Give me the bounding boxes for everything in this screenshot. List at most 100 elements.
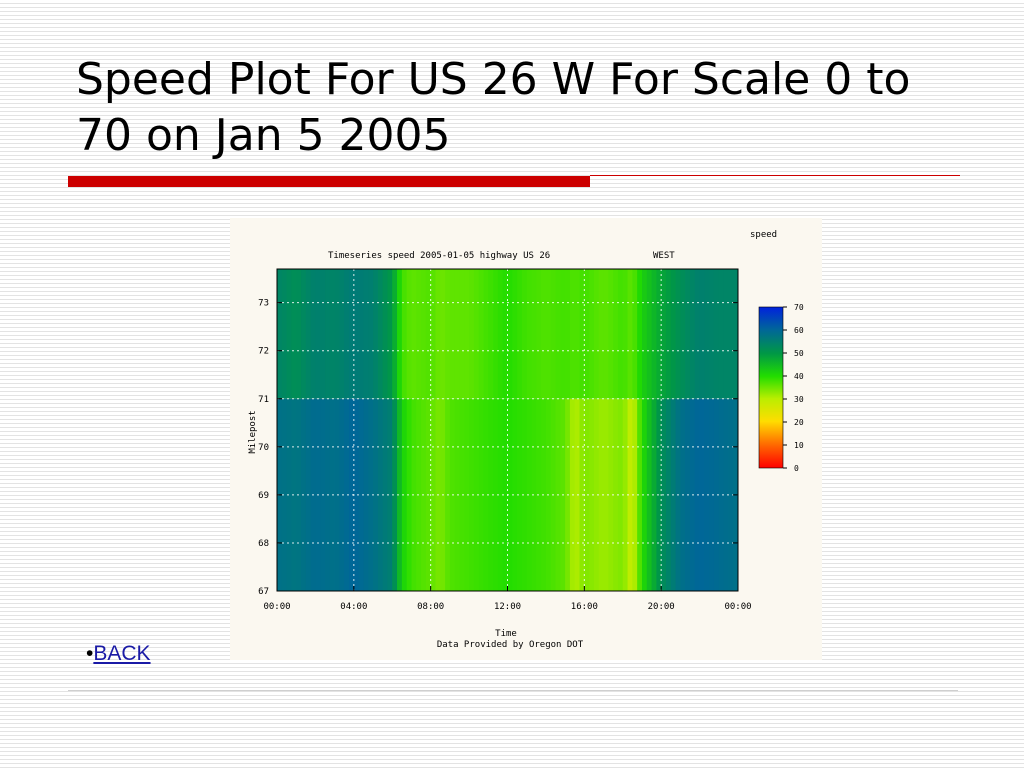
heat-cell-lower — [613, 398, 619, 591]
heat-cell-lower — [627, 398, 633, 591]
heat-cell-upper — [368, 269, 374, 399]
legend-title: speed — [750, 230, 777, 240]
heat-cell-lower — [488, 398, 494, 591]
heat-cell-lower — [358, 398, 364, 591]
chart-direction: WEST — [653, 251, 675, 261]
heat-cell-upper — [661, 269, 667, 399]
heat-cell-lower — [608, 398, 614, 591]
heat-cell-upper — [689, 269, 696, 399]
heat-cell-lower — [392, 398, 398, 591]
heat-cell-lower — [478, 398, 484, 591]
heat-cell-upper — [733, 269, 739, 399]
heat-cell-upper — [497, 269, 504, 399]
colorbar-ticks: 0 10 20 30 40 50 60 70 — [783, 303, 804, 473]
heat-cell-lower — [603, 398, 609, 591]
heat-cell-upper — [454, 269, 460, 399]
heat-cell-upper — [603, 269, 609, 399]
heat-cell-upper — [545, 269, 552, 399]
heat-cell-upper — [512, 269, 518, 399]
footer-divider — [68, 690, 958, 691]
heat-cell-lower — [709, 398, 715, 591]
heat-cell-lower — [593, 398, 600, 591]
heat-cell-lower — [377, 398, 384, 591]
heat-cell-upper — [694, 269, 701, 399]
heat-cell-upper — [488, 269, 494, 399]
back-link[interactable]: BACK — [93, 642, 151, 665]
speed-heatmap-chart: Timeseries speed 2005-01-05 highway US 2… — [230, 218, 822, 660]
heat-cell-upper — [665, 269, 672, 399]
heat-cell-upper — [718, 269, 725, 399]
heat-cell-lower — [517, 398, 523, 591]
heat-cell-lower — [286, 398, 292, 591]
heat-cell-lower — [598, 398, 605, 591]
heat-cell-upper — [517, 269, 523, 399]
heat-cell-upper — [301, 269, 307, 399]
heat-cell-upper — [377, 269, 384, 399]
heat-cell-upper — [397, 269, 403, 399]
y-tick-label: 73 — [258, 299, 269, 309]
heat-cell-lower — [713, 398, 720, 591]
heat-cell-upper — [421, 269, 427, 399]
heat-cell-upper — [334, 269, 340, 399]
heat-cell-upper — [531, 269, 537, 399]
heat-cell-lower — [363, 398, 369, 591]
heat-cell-upper — [358, 269, 364, 399]
heat-cell-upper — [617, 269, 624, 399]
heat-cell-upper — [440, 269, 446, 399]
heat-cell-lower — [521, 398, 528, 591]
x-tick-label: 16:00 — [571, 602, 598, 612]
heat-cell-lower — [502, 398, 508, 591]
heat-cell-upper — [277, 269, 283, 399]
heat-cell-lower — [637, 398, 643, 591]
heat-cell-upper — [699, 269, 705, 399]
heat-cell-upper — [363, 269, 369, 399]
heat-cell-lower — [406, 398, 412, 591]
colorbar-tick-label: 60 — [794, 326, 804, 335]
heat-cell-upper — [459, 269, 465, 399]
heat-cell-upper — [569, 269, 576, 399]
heat-cell-lower — [718, 398, 725, 591]
heat-cell-lower — [656, 398, 662, 591]
heat-cell-upper — [680, 269, 686, 399]
heat-cell-lower — [589, 398, 595, 591]
heat-cell-lower — [512, 398, 518, 591]
heat-cell-lower — [651, 398, 657, 591]
y-tick-label: 70 — [258, 443, 269, 453]
heat-cell-upper — [550, 269, 557, 399]
heat-cell-lower — [507, 398, 513, 591]
slide-title: Speed Plot For US 26 W For Scale 0 to 70… — [76, 54, 911, 161]
heat-cell-upper — [670, 269, 677, 399]
colorbar-tick-label: 0 — [794, 464, 799, 473]
heat-cell-upper — [310, 269, 316, 399]
heat-cell-upper — [296, 269, 302, 399]
colorbar-tick-label: 50 — [794, 349, 804, 358]
heat-cell-upper — [565, 269, 571, 399]
heat-cell-lower — [641, 398, 648, 591]
chart-svg: Timeseries speed 2005-01-05 highway US 2… — [248, 230, 804, 650]
heat-cell-upper — [704, 269, 710, 399]
heat-cell-lower — [632, 398, 638, 591]
heat-cell-lower — [617, 398, 624, 591]
grid-lines — [277, 269, 738, 591]
heat-cell-lower — [368, 398, 374, 591]
heat-cell-lower — [344, 398, 350, 591]
bullet: • — [86, 642, 94, 665]
heat-cell-upper — [521, 269, 528, 399]
heat-cell-upper — [622, 269, 629, 399]
heat-cell-upper — [641, 269, 648, 399]
heat-cell-upper — [675, 269, 681, 399]
chart-title: Timeseries speed 2005-01-05 highway US 2… — [328, 251, 550, 261]
heat-cell-upper — [574, 269, 581, 399]
y-tick-label: 67 — [258, 587, 269, 597]
x-tick-label: 12:00 — [494, 602, 521, 612]
heat-cell-lower — [349, 398, 355, 591]
heat-cell-upper — [526, 269, 533, 399]
heat-cell-lower — [473, 398, 480, 591]
x-tick-label: 00:00 — [724, 602, 751, 612]
heat-cell-lower — [382, 398, 388, 591]
heat-cell-upper — [584, 269, 590, 399]
heat-cell-lower — [723, 398, 729, 591]
heat-cell-upper — [430, 269, 436, 399]
x-tick-label: 00:00 — [263, 602, 290, 612]
colorbar — [758, 306, 784, 469]
